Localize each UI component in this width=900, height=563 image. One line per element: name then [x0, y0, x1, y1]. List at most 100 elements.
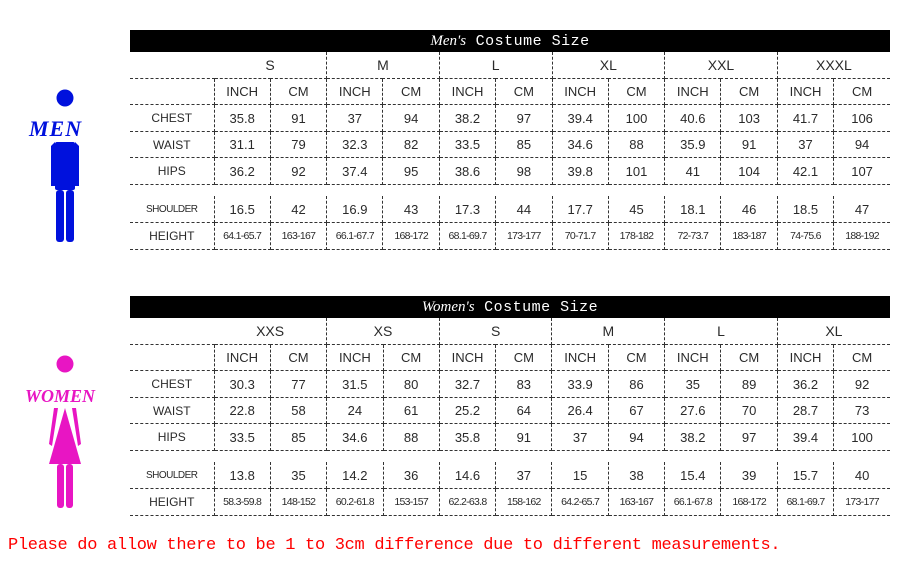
data-cell: 58.3-59.8	[214, 489, 270, 516]
data-cell: 17.7	[552, 196, 608, 222]
data-cell: 64	[496, 397, 552, 423]
data-cell: 88	[383, 424, 439, 450]
data-cell: 38	[608, 462, 664, 488]
row-label: WAIST	[130, 397, 214, 423]
footer-note: Please do allow there to be 1 to 3cm dif…	[8, 536, 892, 555]
row-label-blank	[130, 52, 214, 78]
size-header: L	[439, 52, 552, 78]
data-cell: 68.1-69.7	[439, 223, 495, 250]
data-cell: 33.5	[214, 424, 270, 450]
data-cell: 66.1-67.7	[327, 223, 383, 250]
data-cell: 39.8	[552, 158, 608, 184]
data-cell: 82	[383, 131, 439, 157]
data-cell: 14.2	[327, 462, 383, 488]
data-cell: 100	[834, 424, 890, 450]
unit-header: INCH	[552, 344, 608, 370]
women-figure-icon: WOMEN	[25, 346, 105, 516]
data-cell: 38.2	[439, 105, 495, 131]
data-cell: 25.2	[439, 397, 495, 423]
size-header: S	[439, 318, 552, 344]
women-label: WOMEN	[25, 386, 96, 406]
row-label: CHEST	[130, 371, 214, 397]
data-cell: 173-177	[834, 489, 890, 516]
men-figure-icon: MEN	[25, 80, 105, 250]
data-cell: 35.8	[439, 424, 495, 450]
data-cell: 35	[270, 462, 326, 488]
unit-header: INCH	[439, 78, 495, 104]
data-cell: 64.1-65.7	[214, 223, 270, 250]
unit-header: INCH	[439, 344, 495, 370]
size-header: XXXL	[777, 52, 890, 78]
data-cell: 91	[270, 105, 326, 131]
size-header: M	[327, 52, 440, 78]
men-title-bar: Men's Costume Size	[130, 30, 890, 52]
data-cell: 34.6	[327, 424, 383, 450]
data-cell: 62.2-63.8	[439, 489, 495, 516]
unit-header: CM	[383, 78, 439, 104]
data-cell: 173-177	[496, 223, 552, 250]
data-cell: 67	[608, 397, 664, 423]
data-cell: 40	[834, 462, 890, 488]
data-cell: 148-152	[270, 489, 326, 516]
data-cell: 33.5	[439, 131, 495, 157]
men-label: MEN	[28, 116, 82, 141]
data-cell: 104	[721, 158, 777, 184]
data-cell: 91	[496, 424, 552, 450]
unit-header: INCH	[214, 78, 270, 104]
data-cell: 14.6	[439, 462, 495, 488]
size-header: L	[665, 318, 778, 344]
data-cell: 42	[270, 196, 326, 222]
data-cell: 16.5	[214, 196, 270, 222]
unit-header: CM	[270, 78, 326, 104]
row-label: SHOULDER	[130, 462, 214, 488]
unit-header: INCH	[327, 78, 383, 104]
data-cell: 18.1	[665, 196, 721, 222]
data-cell: 188-192	[834, 223, 890, 250]
row-label: HEIGHT	[130, 223, 214, 250]
data-cell: 58	[270, 397, 326, 423]
data-cell: 35.8	[214, 105, 270, 131]
data-cell: 30.3	[214, 371, 270, 397]
men-icon-col: MEN	[0, 52, 130, 250]
size-header: XS	[327, 318, 440, 344]
data-cell: 158-162	[496, 489, 552, 516]
size-header: XL	[777, 318, 890, 344]
women-icon-col: WOMEN	[0, 318, 130, 516]
unit-header: INCH	[552, 78, 608, 104]
men-size-table: SMLXLXXLXXXLINCHCMINCHCMINCHCMINCHCMINCH…	[130, 52, 890, 250]
data-cell: 70	[721, 397, 777, 423]
data-cell: 79	[270, 131, 326, 157]
row-label: HEIGHT	[130, 489, 214, 516]
data-cell: 32.7	[439, 371, 495, 397]
data-cell: 103	[721, 105, 777, 131]
data-cell: 72-73.7	[665, 223, 721, 250]
data-cell: 101	[608, 158, 664, 184]
data-cell: 86	[608, 371, 664, 397]
data-cell: 15	[552, 462, 608, 488]
men-title-suffix: Costume Size	[466, 33, 590, 50]
row-label-blank	[130, 78, 214, 104]
data-cell: 32.3	[327, 131, 383, 157]
data-cell: 41.7	[777, 105, 833, 131]
data-cell: 74-75.6	[777, 223, 833, 250]
row-label: HIPS	[130, 158, 214, 184]
row-label: SHOULDER	[130, 196, 214, 222]
unit-header: INCH	[214, 344, 270, 370]
size-header: S	[214, 52, 327, 78]
size-header: M	[552, 318, 665, 344]
data-cell: 68.1-69.7	[777, 489, 833, 516]
data-cell: 89	[721, 371, 777, 397]
data-cell: 178-182	[608, 223, 664, 250]
data-cell: 38.6	[439, 158, 495, 184]
data-cell: 31.1	[214, 131, 270, 157]
data-cell: 18.5	[777, 196, 833, 222]
data-cell: 27.6	[665, 397, 721, 423]
data-cell: 70-71.7	[552, 223, 608, 250]
data-cell: 33.9	[552, 371, 608, 397]
data-cell: 88	[608, 131, 664, 157]
unit-header: CM	[608, 344, 664, 370]
data-cell: 92	[834, 371, 890, 397]
data-cell: 94	[834, 131, 890, 157]
data-cell: 15.7	[777, 462, 833, 488]
data-cell: 40.6	[665, 105, 721, 131]
